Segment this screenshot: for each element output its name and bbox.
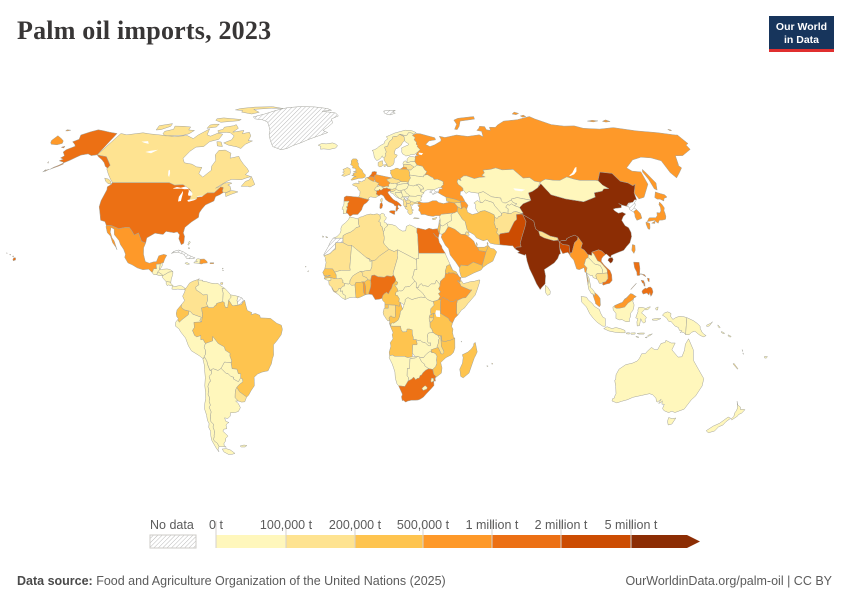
svg-text:1 million t: 1 million t — [466, 518, 519, 532]
svg-text:5 million t: 5 million t — [605, 518, 658, 532]
svg-text:0 t: 0 t — [209, 518, 223, 532]
svg-text:No data: No data — [150, 518, 194, 532]
svg-text:200,000 t: 200,000 t — [329, 518, 382, 532]
svg-text:2 million t: 2 million t — [535, 518, 588, 532]
svg-text:100,000 t: 100,000 t — [260, 518, 313, 532]
svg-text:500,000 t: 500,000 t — [397, 518, 450, 532]
